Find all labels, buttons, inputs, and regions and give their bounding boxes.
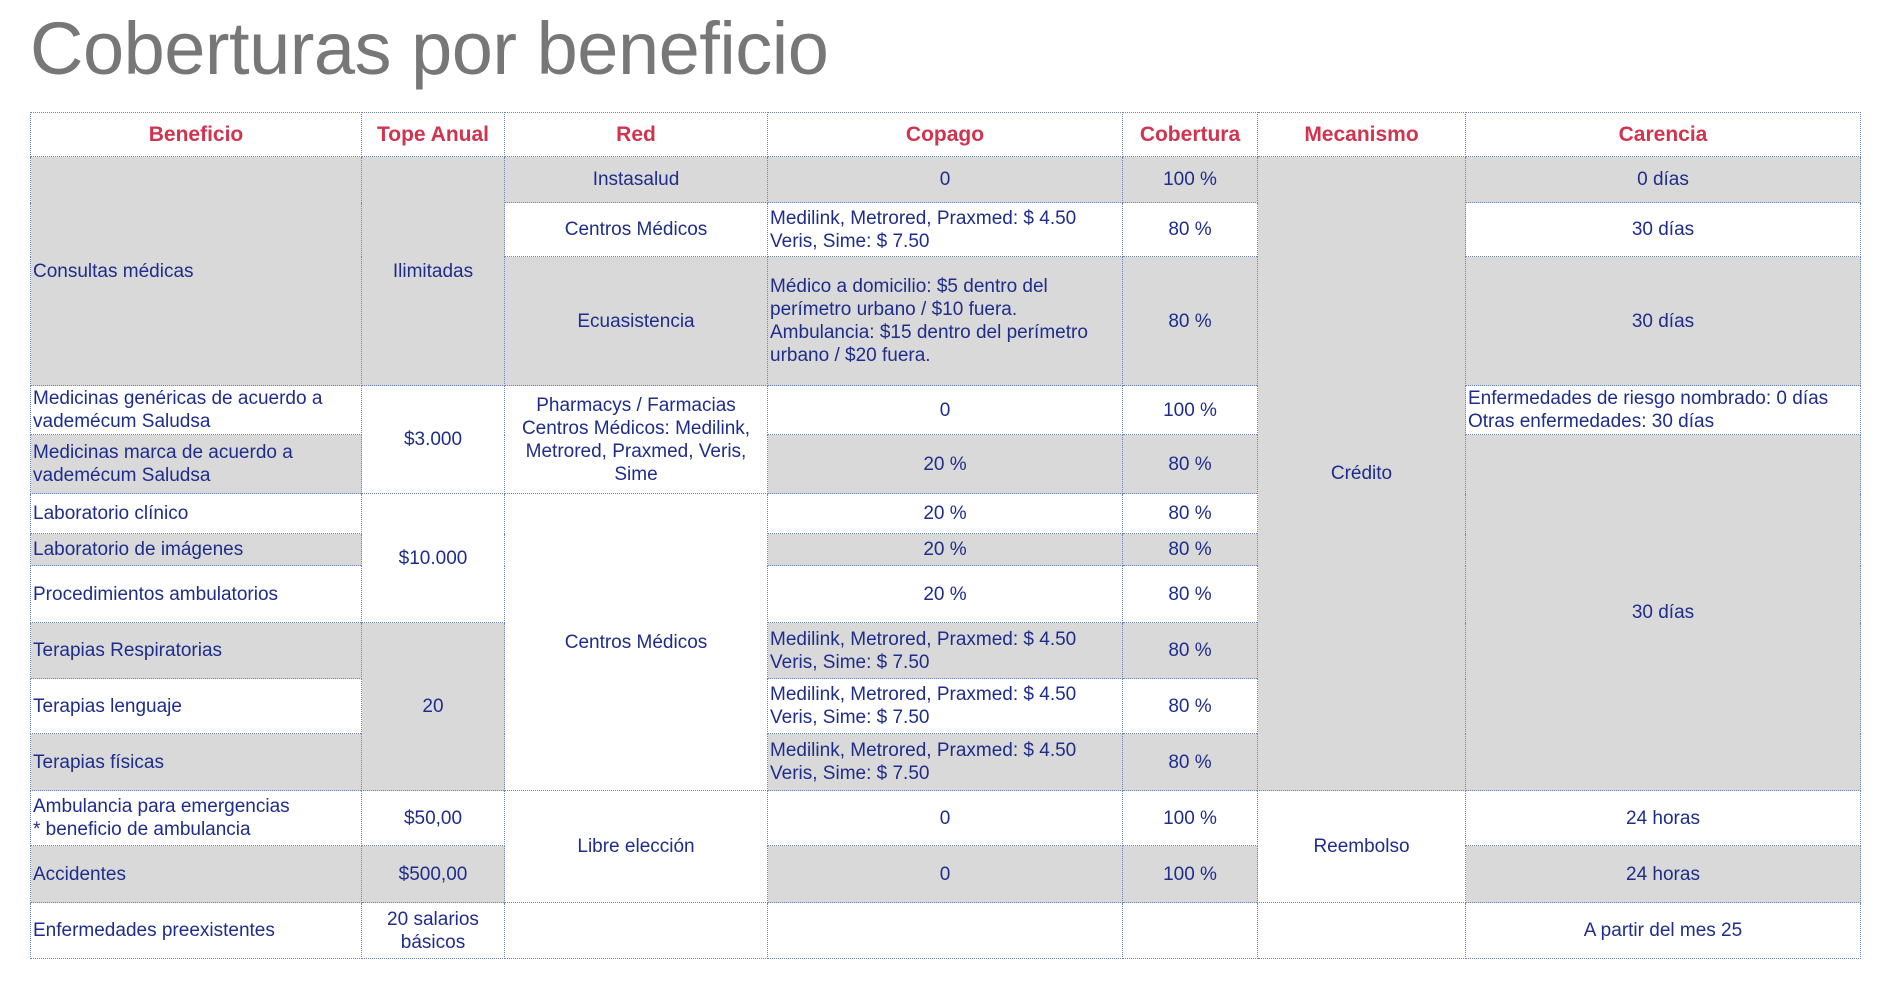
table-row: Laboratorio clínico $10.000 Centros Médi… xyxy=(30,493,1861,791)
table-row: Ambulancia para emergencias * beneficio … xyxy=(30,790,1861,903)
table-cell: Pharmacys / Farmacias Centros Médicos: M… xyxy=(504,385,768,494)
table-cell: 80 % xyxy=(1122,202,1258,257)
table-cell: 30 días xyxy=(1465,256,1861,386)
table-cell: 30 días xyxy=(1465,434,1861,791)
column-header: Tope Anual xyxy=(361,112,505,157)
table-cell: Ecuasistencia xyxy=(504,256,768,386)
table-cell: 20 % xyxy=(767,533,1123,566)
table-cell xyxy=(1257,902,1466,959)
table-cell: 80 % xyxy=(1122,565,1258,623)
table-row: Beneficio Tope Anual Red Copago Cobertura Mec… xyxy=(30,112,1861,157)
table-cell: Libre elección xyxy=(504,790,768,903)
table-cell: 80 % xyxy=(1122,678,1258,734)
table-cell xyxy=(504,902,768,959)
table-cell: Médico a domicilio: $5 dentro del períme… xyxy=(767,256,1123,386)
table-cell: $50,00 xyxy=(361,790,505,846)
coverage-table: Beneficio Tope Anual Red Copago Cobertura Mec… xyxy=(30,112,1861,959)
column-header: Beneficio xyxy=(30,112,362,157)
table-row: Terapias físicas Medilink, Metrored, Pra… xyxy=(30,733,1861,791)
table-row: Enfermedades preexistentes 20 salarios b… xyxy=(30,902,1861,959)
table-cell: Ilimitadas xyxy=(361,156,505,386)
table-cell: Enfermedades preexistentes xyxy=(30,902,362,959)
table-cell: 80 % xyxy=(1122,622,1258,679)
table-cell: Laboratorio clínico xyxy=(30,493,362,534)
table-row: Medicinas genéricas de acuerdo a vademéc… xyxy=(30,385,1861,494)
table-cell: Centros Médicos xyxy=(504,202,768,257)
table-cell: 100 % xyxy=(1122,845,1258,903)
table-cell: 20 % xyxy=(767,434,1123,494)
table-cell: 20 % xyxy=(767,493,1123,534)
table-cell: Laboratorio de imágenes xyxy=(30,533,362,566)
table-cell: 80 % xyxy=(1122,256,1258,386)
table-row: Laboratorio de imágenes 20 % 80 % xyxy=(30,533,1861,566)
table-cell: Medicinas marca de acuerdo a vademécum S… xyxy=(30,434,362,494)
table-cell: Medilink, Metrored, Praxmed: $ 4.50 Veri… xyxy=(767,733,1123,791)
table-row: Centros Médicos Medilink, Metrored, Prax… xyxy=(31,202,1861,257)
table-cell: 24 horas xyxy=(1465,790,1861,846)
table-cell: 0 xyxy=(767,845,1123,903)
table-cell: Terapias Respiratorias xyxy=(30,622,362,679)
table-cell: Procedimientos ambulatorios xyxy=(30,565,362,623)
table-cell: Instasalud xyxy=(504,156,768,203)
table-cell: $500,00 xyxy=(361,845,505,903)
table-cell: 100 % xyxy=(1122,790,1258,846)
table-row: Consultas médicas Ilimitadas Instasalud … xyxy=(30,156,1861,791)
column-header: Red xyxy=(504,112,768,157)
table-cell: Terapias físicas xyxy=(30,733,362,791)
table-cell: 80 % xyxy=(1122,493,1258,534)
table-cell: 20 % xyxy=(767,565,1123,623)
table-cell: 20 salarios básicos xyxy=(361,902,505,959)
table-cell: 80 % xyxy=(1122,434,1258,494)
table-cell xyxy=(1122,902,1258,959)
table-cell: 20 xyxy=(361,622,505,791)
table-cell: 24 horas xyxy=(1465,845,1861,903)
table-row: Accidentes $500,00 0 100 % 24 horas xyxy=(30,845,1861,903)
table-cell: A partir del mes 25 xyxy=(1465,902,1861,959)
table-row: Terapias lenguaje Medilink, Metrored, Pr… xyxy=(30,678,1861,734)
table-cell: Medicinas genéricas de acuerdo a vademéc… xyxy=(30,385,362,435)
column-header: Carencia xyxy=(1465,112,1861,157)
table-cell: 30 días xyxy=(1465,202,1861,257)
column-header: Cobertura xyxy=(1122,112,1258,157)
table-row: Ecuasistencia Médico a domicilio: $5 den… xyxy=(31,256,1861,386)
table-cell: 100 % xyxy=(1122,156,1258,203)
table-row: Medicinas marca de acuerdo a vademécum S… xyxy=(30,434,1861,791)
table-cell: 0 xyxy=(767,790,1123,846)
table-cell: 100 % xyxy=(1122,385,1258,435)
table-cell: Terapias lenguaje xyxy=(30,678,362,734)
table-cell: Consultas médicas xyxy=(30,156,362,386)
table-cell: $10.000 xyxy=(361,493,505,623)
table-cell: Ambulancia para emergencias * beneficio … xyxy=(30,790,362,846)
table-cell: Centros Médicos xyxy=(504,493,768,791)
table-cell: 80 % xyxy=(1122,733,1258,791)
table-cell: $3.000 xyxy=(361,385,505,494)
column-header: Copago xyxy=(767,112,1123,157)
column-header: Mecanismo xyxy=(1257,112,1466,157)
table-cell: Crédito xyxy=(1257,156,1466,791)
table-cell: Medilink, Metrored, Praxmed: $ 4.50 Veri… xyxy=(767,678,1123,734)
table-cell: 0 días xyxy=(1465,156,1861,203)
table-cell: 80 % xyxy=(1122,533,1258,566)
table-cell: Accidentes xyxy=(30,845,362,903)
table-cell xyxy=(767,902,1123,959)
page-title: Coberturas por beneficio xyxy=(30,7,829,90)
table-cell: 0 xyxy=(767,156,1123,203)
table-cell: Reembolso xyxy=(1257,790,1466,903)
table-cell: 0 xyxy=(767,385,1123,435)
table-cell: Medilink, Metrored, Praxmed: $ 4.50 Veri… xyxy=(767,202,1123,257)
table-cell: Enfermedades de riesgo nombrado: 0 días … xyxy=(1465,385,1861,435)
table-row: Terapias Respiratorias 20 Medilink, Metr… xyxy=(30,622,1861,791)
table-cell: Medilink, Metrored, Praxmed: $ 4.50 Veri… xyxy=(767,622,1123,679)
